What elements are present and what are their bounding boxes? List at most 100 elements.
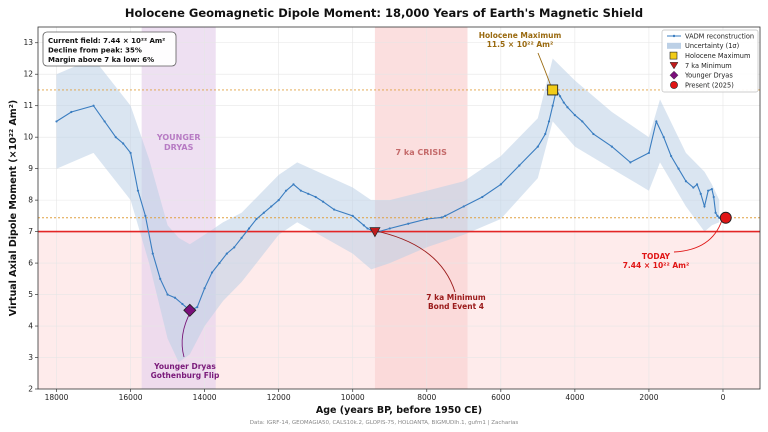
- y-tick-label: 5: [28, 290, 33, 299]
- data-point: [592, 132, 595, 136]
- data-point: [247, 227, 251, 230]
- x-tick-label: 6000: [491, 393, 510, 402]
- x-tick-label: 16000: [119, 393, 143, 402]
- data-point: [299, 189, 302, 192]
- x-tick-label: 10000: [341, 393, 365, 402]
- y-tick-label: 8: [28, 196, 33, 205]
- 7ka-minimum-marker: [369, 227, 381, 238]
- info-box-line: Margin above 7 ka low: 6%: [48, 56, 154, 64]
- data-point: [714, 211, 717, 214]
- legend-label: Uncertainty (1σ): [685, 42, 739, 50]
- data-point: [670, 154, 673, 158]
- data-point: [684, 180, 688, 183]
- data-point: [277, 199, 280, 202]
- data-point: [333, 208, 336, 211]
- data-point: [284, 189, 288, 192]
- y-tick-label: 12: [23, 70, 33, 79]
- data-point: [562, 101, 565, 104]
- legend-label: Present (2025): [685, 81, 734, 89]
- data-point: [136, 189, 140, 192]
- data-point: [233, 246, 236, 249]
- legend-line-dot: [672, 34, 676, 38]
- data-point: [703, 205, 706, 208]
- data-point: [712, 195, 715, 199]
- data-point: [407, 222, 410, 225]
- data-point: [699, 192, 702, 195]
- data-point: [707, 189, 710, 192]
- data-point: [544, 132, 547, 136]
- data-point: [92, 104, 95, 107]
- x-tick-label: 14000: [193, 393, 217, 402]
- data-point: [255, 217, 258, 221]
- annotation-arrow: [673, 219, 723, 253]
- data-point: [196, 306, 199, 309]
- x-tick-label: 8000: [417, 393, 436, 402]
- holocene-maximum-marker: [547, 84, 559, 96]
- data-point: [481, 195, 484, 199]
- y-tick-label: 10: [23, 133, 33, 142]
- y-tick-label: 6: [28, 259, 33, 268]
- data-point: [225, 252, 228, 255]
- region-label: DRYAS: [164, 143, 194, 152]
- x-tick-label: 2000: [639, 393, 658, 402]
- data-point: [203, 287, 206, 290]
- legend-label: Holocene Maximum: [685, 52, 750, 60]
- data-point: [647, 151, 651, 155]
- legend-band-swatch: [667, 42, 681, 49]
- legend-square-swatch: [669, 51, 678, 60]
- y-tick-label: 7: [28, 227, 33, 236]
- data-point: [692, 186, 695, 189]
- younger-dryas-marker: [183, 303, 197, 317]
- data-point: [581, 120, 584, 123]
- data-point: [103, 120, 106, 123]
- present-marker: [719, 211, 732, 224]
- data-point: [144, 214, 147, 217]
- data-point: [114, 136, 117, 139]
- data-point: [573, 114, 576, 117]
- x-tick-label: 0: [721, 393, 726, 402]
- data-point: [292, 183, 295, 186]
- x-tick-label: 18000: [45, 393, 69, 402]
- data-point: [366, 227, 369, 230]
- legend-label: 7 ka Minimum: [685, 62, 732, 70]
- data-point: [388, 227, 391, 230]
- annotation-label: Younger Dryas: [153, 362, 216, 371]
- data-point: [629, 161, 632, 164]
- data-point: [262, 211, 265, 214]
- data-point: [716, 214, 719, 217]
- region-label: YOUNGER: [156, 133, 201, 142]
- data-point: [307, 192, 310, 195]
- legend-label: Younger Dryas: [684, 72, 733, 80]
- data-point: [551, 104, 554, 107]
- data-point: [270, 205, 273, 208]
- data-point: [55, 120, 58, 123]
- data-point: [362, 224, 365, 227]
- uncertainty-band: [56, 58, 720, 363]
- y-tick-label: 3: [28, 353, 33, 362]
- data-point: [558, 95, 562, 98]
- annotation-arrow: [375, 230, 456, 293]
- data-point: [440, 216, 443, 219]
- legend-diamond-swatch: [669, 70, 679, 80]
- data-point: [218, 261, 221, 265]
- data-point: [444, 214, 447, 217]
- data-point: [129, 151, 132, 155]
- data-point: [710, 188, 713, 191]
- data-point: [566, 106, 569, 109]
- data-point: [70, 110, 73, 114]
- data-point: [662, 136, 665, 139]
- data-point: [462, 205, 465, 208]
- data-point: [351, 214, 354, 217]
- chart-title: Holocene Geomagnetic Dipole Moment: 18,0…: [125, 6, 643, 20]
- data-point: [425, 217, 428, 221]
- annotation-label: TODAY: [642, 252, 671, 261]
- y-tick-label: 13: [23, 38, 33, 47]
- data-point: [240, 236, 243, 240]
- y-tick-label: 11: [23, 101, 33, 110]
- data-point: [518, 164, 521, 167]
- annotation-label: 7 ka Minimum: [426, 293, 486, 302]
- annotation-label: 7.44 × 10²² Am²: [623, 261, 690, 270]
- data-point: [122, 142, 125, 145]
